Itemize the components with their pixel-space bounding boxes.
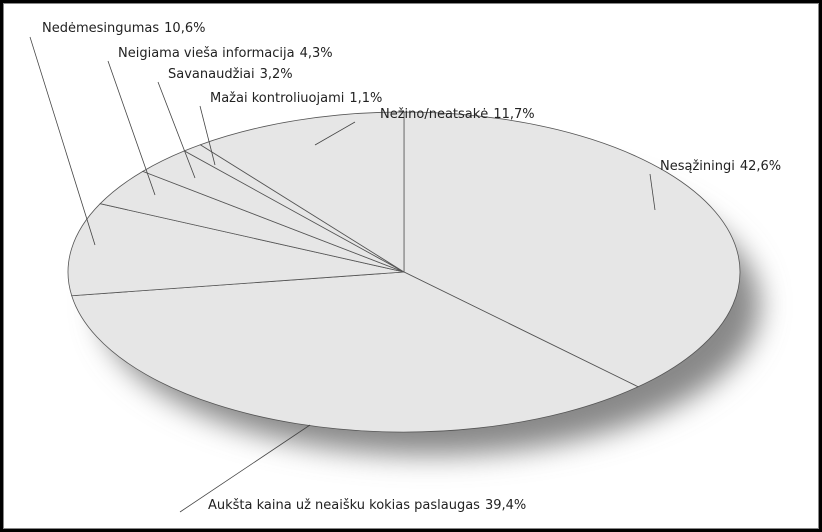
slice-category: Nesąžiningi bbox=[660, 159, 735, 174]
leader-line bbox=[199, 105, 216, 166]
leader-line bbox=[314, 121, 356, 146]
slice-category: Neigiama vieša informacija bbox=[118, 46, 295, 61]
slice-value: 11,7% bbox=[493, 107, 534, 122]
slice-value: 4,3% bbox=[300, 46, 333, 61]
slice-label: Aukšta kaina už neaišku kokias paslaugas… bbox=[208, 498, 526, 513]
slice-category: Aukšta kaina už neaišku kokias paslaugas bbox=[208, 498, 480, 513]
slice-value: 42,6% bbox=[740, 159, 781, 174]
slice-label: Nedėmesingumas 10,6% bbox=[42, 21, 205, 36]
leader-line bbox=[29, 36, 96, 246]
pie-slice bbox=[71, 271, 640, 433]
slice-label: Mažai kontroliuojami 1,1% bbox=[210, 91, 382, 106]
slice-value: 1,1% bbox=[349, 91, 382, 106]
pie-slice bbox=[403, 111, 741, 388]
slice-category: Nežino/neatsakė bbox=[380, 107, 488, 122]
leader-line bbox=[107, 60, 156, 196]
slice-value: 3,2% bbox=[260, 67, 293, 82]
slice-label: Nesąžiningi 42,6% bbox=[660, 159, 781, 174]
slice-value: 10,6% bbox=[164, 21, 205, 36]
slice-category: Nedėmesingumas bbox=[42, 21, 159, 36]
slice-category: Savanaudžiai bbox=[168, 67, 255, 82]
slice-value: 39,4% bbox=[485, 498, 526, 513]
leader-line bbox=[179, 424, 311, 513]
leader-line bbox=[649, 173, 656, 211]
pie-slice bbox=[67, 203, 405, 297]
leader-line bbox=[157, 81, 196, 179]
chart-frame bbox=[3, 3, 819, 529]
labels: Nesąžiningi 42,6% Aukšta kaina už neaišku … bbox=[29, 21, 781, 513]
slice-label: Nežino/neatsakė 11,7% bbox=[380, 107, 535, 122]
pie-slice bbox=[199, 111, 405, 273]
pie bbox=[67, 111, 741, 433]
slice-label: Savanaudžiai 3,2% bbox=[168, 67, 293, 82]
slice-category: Mažai kontroliuojami bbox=[210, 91, 344, 106]
slice-label: Neigiama vieša informacija 4,3% bbox=[118, 46, 333, 61]
